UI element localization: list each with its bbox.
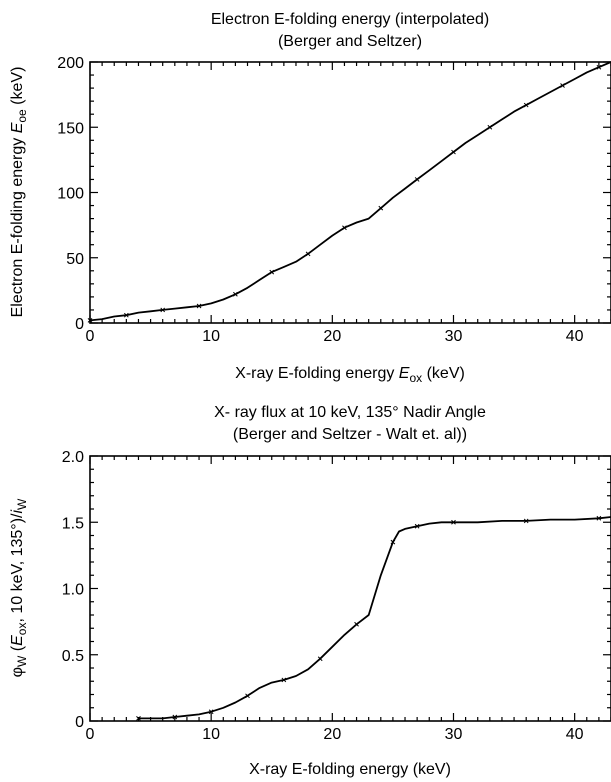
data-point xyxy=(281,677,287,683)
data-point xyxy=(123,312,129,318)
y-tick-label: 100 xyxy=(57,186,84,203)
data-point xyxy=(245,693,250,699)
chart2-tick-labels: 0 10 20 30 40 0 0.5 1.0 1.5 2.0 xyxy=(62,449,584,743)
chart2-series-line xyxy=(138,516,611,720)
data-point xyxy=(451,149,456,155)
x-tick-label: 0 xyxy=(86,328,95,345)
data-point xyxy=(596,64,602,70)
data-point xyxy=(196,303,202,309)
chart1-x-axis-label: X-ray E-folding energy Eox (keV) xyxy=(235,365,465,385)
data-point xyxy=(596,515,602,521)
data-point xyxy=(560,83,565,88)
chart2-ticks xyxy=(89,455,611,722)
data-point xyxy=(172,714,178,720)
y-tick-label: 1.5 xyxy=(62,515,84,532)
y-tick-label: 0 xyxy=(75,714,84,731)
x-tick-label: 0 xyxy=(86,726,95,743)
data-point xyxy=(487,124,493,130)
y-tick-label: 1.0 xyxy=(62,582,84,599)
data-point xyxy=(414,177,420,182)
chart2-y-axis-label: φW (Eox, 10 keV, 135°)/iW xyxy=(9,498,29,677)
y-tick-label: 150 xyxy=(57,120,84,137)
x-tick-label: 10 xyxy=(202,328,220,345)
chart1-series-line xyxy=(89,61,611,322)
x-tick-label: 40 xyxy=(566,726,584,743)
chart1-title: Electron E-folding energy (interpolated) xyxy=(211,11,489,28)
y-tick-label: 0 xyxy=(75,316,84,333)
data-point xyxy=(233,291,238,297)
data-point xyxy=(305,251,311,257)
data-point xyxy=(136,715,141,721)
x-tick-label: 40 xyxy=(566,328,584,345)
data-point xyxy=(523,518,529,524)
data-point xyxy=(378,205,384,211)
data-point xyxy=(317,656,323,662)
data-point xyxy=(342,225,347,231)
chart2-x-axis-label: X-ray E-folding energy (keV) xyxy=(249,761,451,778)
y-tick-label: 0.5 xyxy=(62,648,84,665)
data-point xyxy=(523,102,529,108)
chart-xray-flux: X- ray flux at 10 keV, 135° Nadir Angle … xyxy=(9,404,611,778)
x-tick-label: 30 xyxy=(445,726,463,743)
data-point xyxy=(160,307,166,313)
data-point xyxy=(390,539,396,545)
chart-electron-efolding: Electron E-folding energy (interpolated)… xyxy=(9,11,611,385)
y-tick-label: 200 xyxy=(57,55,84,72)
x-tick-label: 10 xyxy=(202,726,220,743)
x-tick-label: 20 xyxy=(323,726,341,743)
data-point xyxy=(451,519,456,525)
data-point xyxy=(354,621,359,627)
chart2-title: X- ray flux at 10 keV, 135° Nadir Angle xyxy=(214,404,486,421)
chart1-tick-labels: 0 10 20 30 40 0 50 100 150 200 xyxy=(57,55,583,345)
data-point xyxy=(208,709,214,715)
y-tick-label: 50 xyxy=(66,251,84,268)
chart1-y-axis-label: Electron E-folding energy Eoe (keV) xyxy=(9,67,29,318)
chart1-points xyxy=(87,64,602,323)
chart1-subtitle: (Berger and Seltzer) xyxy=(278,33,422,50)
chart2-plot-frame xyxy=(89,455,611,722)
chart2-subtitle: (Berger and Seltzer - Walt et. al)) xyxy=(233,426,467,443)
data-point xyxy=(414,523,420,529)
x-tick-label: 30 xyxy=(445,328,463,345)
chart1-plot-frame xyxy=(89,61,611,324)
data-point xyxy=(269,269,275,275)
y-tick-label: 2.0 xyxy=(62,449,84,466)
x-tick-label: 20 xyxy=(323,328,341,345)
chart2-points xyxy=(136,515,602,721)
